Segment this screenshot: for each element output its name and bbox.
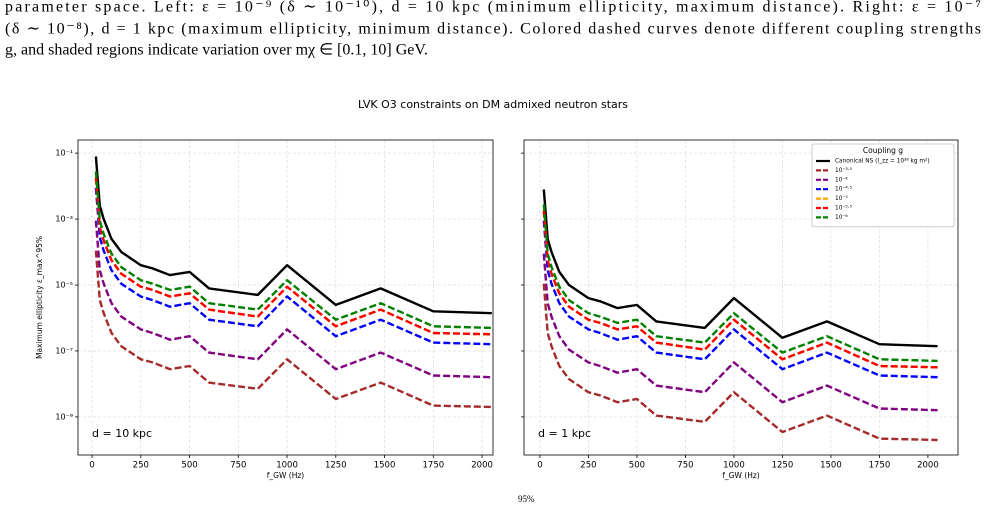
x-tick-label: 1500 [374, 461, 396, 471]
x-tick-label: 0 [537, 461, 542, 471]
data-line [542, 253, 938, 412]
caption-line: g, and shaded regions indicate variation… [5, 42, 428, 59]
x-tick-label: 1000 [723, 461, 745, 471]
legend-label: 10⁻⁴·⁵ [835, 186, 853, 193]
x-tick-label: 2000 [917, 461, 939, 471]
legend-label: 10⁻⁵·⁵ [835, 205, 853, 212]
x-axis-label: f_GW (Hz) [722, 471, 760, 480]
annotation: d = 1 kpc [538, 427, 591, 440]
x-axis-label: f_GW (Hz) [267, 471, 305, 480]
caption-line: parameter space. Left: ε = 10⁻⁹ (δ ∼ 10⁻… [5, 0, 981, 16]
data-line [94, 177, 492, 336]
x-tick-label: 0 [89, 461, 94, 471]
caption-line: (δ ∼ 10⁻⁸), d = 1 kpc (maximum elliptici… [5, 21, 981, 38]
legend-box [811, 143, 955, 228]
y-axis-label: Maximum ellipticity ε_max^95% [35, 236, 44, 359]
legend-title: Coupling g [863, 146, 903, 155]
legend-label: 10⁻⁶ [835, 214, 848, 221]
legend-label: Canonical NS (I_zz = 10³⁸ kg m²) [835, 158, 930, 165]
x-tick-label: 1750 [869, 461, 891, 471]
data-line [542, 283, 938, 442]
data-line [94, 171, 492, 330]
axes-frame [523, 139, 959, 456]
x-tick-label: 250 [580, 461, 596, 471]
plot-area [94, 156, 492, 409]
x-tick-label: 1500 [820, 461, 842, 471]
x-tick-label: 500 [181, 461, 197, 471]
footer-fragment: 95% [518, 494, 535, 504]
y-tick-label: 10⁻⁹ [55, 412, 73, 421]
annotation: d = 10 kpc [92, 427, 152, 440]
x-tick-label: 250 [133, 461, 149, 471]
figure-title: LVK O3 constraints on DM admixed neutron… [358, 98, 628, 111]
y-tick-label: 10⁻³ [55, 215, 73, 224]
data-line [94, 220, 492, 379]
x-tick-label: 750 [677, 461, 693, 471]
y-tick-label: 10⁻¹ [55, 149, 73, 158]
x-tick-label: 1750 [423, 461, 445, 471]
data-line [542, 220, 938, 379]
legend-label: 10⁻³·⁵ [835, 167, 853, 174]
plot-area [542, 189, 938, 442]
x-tick-label: 2000 [471, 461, 493, 471]
data-line [94, 250, 492, 409]
data-line [94, 156, 492, 315]
y-tick-label: 10⁻⁷ [55, 346, 73, 355]
data-line [542, 189, 938, 348]
x-tick-label: 750 [230, 461, 246, 471]
axes-frame [77, 139, 494, 456]
y-tick-label: 10⁻⁵ [55, 281, 73, 290]
legend-label: 10⁻⁵ [835, 195, 848, 202]
legend-label: 10⁻⁴ [835, 176, 848, 183]
x-tick-label: 1250 [772, 461, 794, 471]
x-tick-label: 1250 [325, 461, 347, 471]
data-line [94, 187, 492, 346]
x-tick-label: 1000 [276, 461, 298, 471]
data-line [542, 210, 938, 369]
x-tick-label: 500 [629, 461, 645, 471]
data-line [542, 204, 938, 363]
